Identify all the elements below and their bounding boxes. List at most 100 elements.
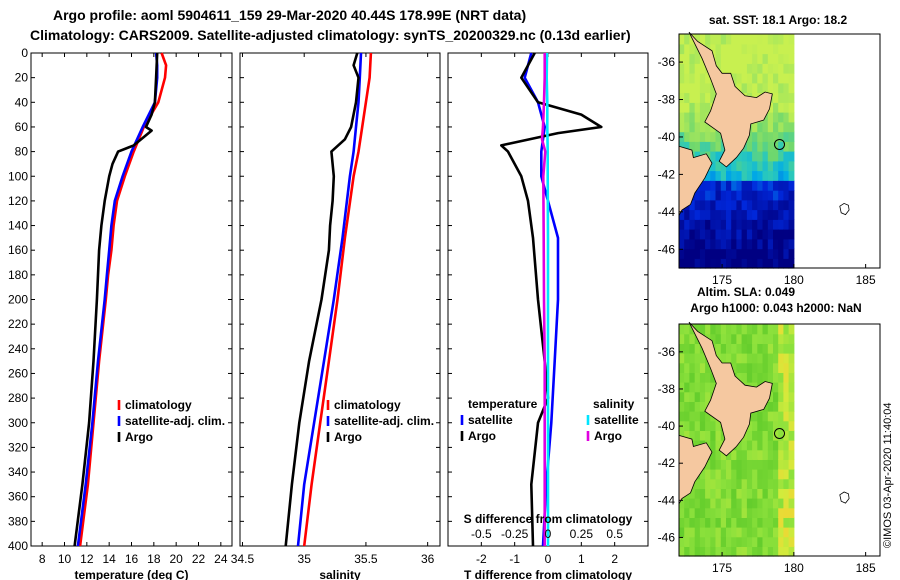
map-data-cell xyxy=(699,498,706,509)
map-data-cell xyxy=(720,258,727,269)
map-data-cell xyxy=(752,353,758,364)
map-data-cell xyxy=(746,53,753,64)
map-data-cell xyxy=(726,170,732,181)
map-data-cell xyxy=(778,362,784,373)
x-axis-label: temperature (deg C) xyxy=(74,568,188,580)
map-data-cell xyxy=(720,459,727,470)
map-data-cell xyxy=(694,498,701,509)
map-data-cell xyxy=(699,141,706,152)
map-data-cell xyxy=(689,258,696,269)
map-data-cell xyxy=(736,229,743,240)
map-data-cell xyxy=(689,382,696,393)
map-data-cell xyxy=(715,190,722,201)
x-tick-label: 12 xyxy=(80,552,94,566)
map-data-cell xyxy=(773,420,779,431)
map-data-cell xyxy=(736,190,743,201)
map-data-cell xyxy=(679,258,685,269)
series-line-climatology xyxy=(302,52,373,547)
map-data-cell xyxy=(710,382,717,393)
map-data-cell xyxy=(762,517,769,528)
series-line-salinity-satellite xyxy=(545,52,550,546)
map-data-cell xyxy=(684,362,690,373)
map-data-cell xyxy=(710,372,717,383)
map-data-cell xyxy=(778,43,784,55)
map-data-cell xyxy=(788,112,795,123)
map-data-cell xyxy=(715,546,722,557)
map-data-cell xyxy=(699,372,706,383)
map-data-cell xyxy=(699,546,706,557)
map-data-cell xyxy=(752,199,758,211)
map-data-cell xyxy=(788,449,795,460)
map-data-cell xyxy=(762,546,769,557)
map-data-cell xyxy=(705,219,711,230)
map-data-cell xyxy=(788,82,795,94)
map-data-cell xyxy=(767,517,774,528)
map-data-cell xyxy=(752,343,758,354)
map-data-cell xyxy=(689,372,696,383)
map-data-cell xyxy=(689,527,696,538)
map-data-cell xyxy=(773,43,779,55)
argo-position-marker xyxy=(774,138,785,150)
map-data-cell xyxy=(694,507,701,518)
map-data-cell xyxy=(741,73,748,84)
map-data-cell xyxy=(746,517,753,528)
map-data-cell xyxy=(767,333,774,344)
map-data-cell xyxy=(684,238,690,250)
map-data-cell xyxy=(731,536,737,547)
map-data-cell xyxy=(746,498,753,509)
map-data-cell xyxy=(679,343,685,354)
map-data-cell xyxy=(694,324,701,335)
map-data-cell xyxy=(684,343,690,354)
map-data-cell xyxy=(741,517,748,528)
map-data-cell xyxy=(773,170,779,181)
map-data-cell xyxy=(778,478,784,489)
map-data-cell xyxy=(741,170,748,181)
map-data-cell xyxy=(783,459,790,470)
map-data-cell xyxy=(694,34,701,45)
map-data-cell xyxy=(773,219,779,230)
map-data-cell xyxy=(783,391,790,402)
map-data-cell xyxy=(788,34,795,45)
map-data-cell xyxy=(746,131,753,142)
map-data-cell xyxy=(715,229,722,240)
y-tick-label: 60 xyxy=(15,120,29,134)
map-data-cell xyxy=(752,546,758,557)
map-data-cell xyxy=(705,170,711,181)
map-data-cell xyxy=(741,34,748,45)
map-data-cell xyxy=(757,372,764,383)
map-data-cell xyxy=(689,131,696,142)
map-data-cell xyxy=(710,488,717,499)
secondary-x-tick-label: 0 xyxy=(545,527,552,541)
map-data-cell xyxy=(783,372,790,383)
map-data-cell xyxy=(699,362,706,373)
map-data-cell xyxy=(736,73,743,84)
map-data-cell xyxy=(736,248,743,259)
map-data-cell xyxy=(741,498,748,509)
map-data-cell xyxy=(715,469,722,480)
map-data-cell xyxy=(684,498,690,509)
map-data-cell xyxy=(736,63,743,74)
map-data-cell xyxy=(699,229,706,240)
map-data-cell xyxy=(731,469,737,480)
map-data-cell xyxy=(746,151,753,162)
map-data-cell xyxy=(684,382,690,393)
map-data-cell xyxy=(778,372,784,383)
map-data-cell xyxy=(679,517,685,528)
map-data-cell xyxy=(783,440,790,451)
legend-label: satellite-adj. clim. xyxy=(125,414,225,428)
map-data-cell xyxy=(720,469,727,480)
map-data-cell xyxy=(684,112,690,123)
y-tick-label: 40 xyxy=(15,95,29,109)
map-data-cell xyxy=(752,34,758,45)
map-x-tick-label: 185 xyxy=(856,561,876,575)
map-data-cell xyxy=(788,488,795,499)
map-data-cell xyxy=(720,478,727,489)
map-data-cell xyxy=(746,449,753,460)
map-data-cell xyxy=(726,507,732,518)
map-data-cell xyxy=(736,199,743,211)
map-data-cell xyxy=(788,219,795,230)
map-data-cell xyxy=(705,459,711,470)
map-data-cell xyxy=(762,258,769,269)
map-data-cell xyxy=(746,43,753,55)
map-data-cell xyxy=(710,199,717,211)
